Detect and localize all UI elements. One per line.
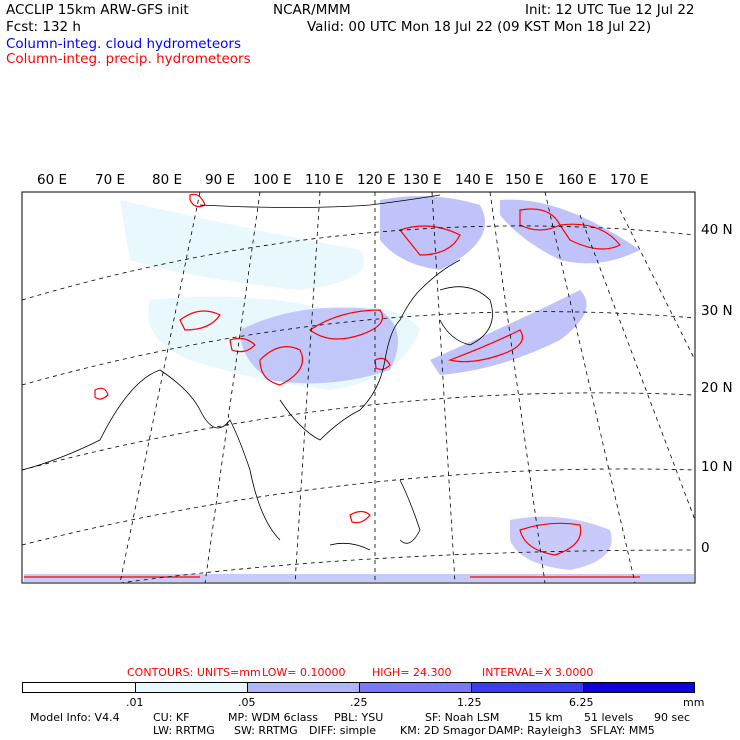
lat-label: 30 N <box>701 303 733 319</box>
colorbar-bin <box>359 682 471 693</box>
lat-label: 40 N <box>701 222 733 238</box>
colorbar-bin <box>247 682 359 693</box>
colorbar-units: mm <box>683 696 705 709</box>
contour-interval: INTERVAL=X 3.0000 <box>482 666 594 679</box>
colorbar-tick: 1.25 <box>457 696 482 709</box>
field-label-precip: Column-integ. precip. hydrometeors <box>6 51 251 67</box>
model-info-item: 15 km <box>528 711 563 724</box>
field-label-cloud: Column-integ. cloud hydrometeors <box>6 36 242 52</box>
model-info-item: SFLAY: MM5 <box>590 724 655 737</box>
valid-time: Valid: 00 UTC Mon 18 Jul 22 (09 KST Mon … <box>307 19 652 35</box>
init-time: Init: 12 UTC Tue 12 Jul 22 <box>525 2 695 18</box>
lat-label: 20 N <box>701 380 733 396</box>
forecast-hour: Fcst: 132 h <box>6 19 81 35</box>
lon-label: 170 E <box>610 172 649 188</box>
colorbar-tick: .01 <box>126 696 144 709</box>
cloud-field <box>24 196 694 582</box>
model-info-item: KM: 2D Smagor <box>400 724 486 737</box>
lon-label: 150 E <box>505 172 544 188</box>
colorbar-tick: .05 <box>238 696 256 709</box>
model-info-item: 90 sec <box>654 711 691 724</box>
lat-label: 0 <box>701 540 710 556</box>
model-title: ACCLIP 15km ARW-GFS init <box>6 2 189 18</box>
model-info-item: PBL: YSU <box>334 711 384 724</box>
lon-label: 100 E <box>253 172 292 188</box>
contour-low: LOW= 0.10000 <box>262 666 346 679</box>
model-info-item: Model Info: V4.4 <box>30 711 120 724</box>
model-info-item: DIFF: simple <box>309 724 377 737</box>
lon-label: 130 E <box>403 172 442 188</box>
colorbar-bin <box>135 682 247 693</box>
contour-units: CONTOURS: UNITS=mm <box>127 666 261 679</box>
model-info-item: SF: Noah LSM <box>425 711 500 724</box>
lon-label: 160 E <box>558 172 597 188</box>
model-info-item: SW: RRTMG <box>234 724 298 737</box>
model-info-item: CU: KF <box>153 711 190 724</box>
colorbar-bin <box>471 682 583 693</box>
contour-high: HIGH= 24.300 <box>372 666 452 679</box>
lon-label: 110 E <box>305 172 344 188</box>
colorbar-bin <box>583 682 695 693</box>
lon-label: 120 E <box>357 172 396 188</box>
lon-label: 80 E <box>152 172 182 188</box>
precip-contours <box>24 193 640 578</box>
colorbar-tick: 6.25 <box>569 696 594 709</box>
lon-label: 140 E <box>455 172 494 188</box>
model-info-item: MP: WDM 6class <box>228 711 318 724</box>
organization: NCAR/MMM <box>273 2 351 18</box>
lon-label: 90 E <box>205 172 235 188</box>
lon-label: 70 E <box>95 172 125 188</box>
lat-label: 10 N <box>701 459 733 475</box>
graticule <box>21 191 696 584</box>
model-info-item: 51 levels <box>584 711 634 724</box>
coastlines <box>21 194 493 551</box>
map-frame <box>21 191 696 584</box>
lon-label: 60 E <box>37 172 67 188</box>
colorbar-bin <box>22 682 135 693</box>
colorbar-tick: .25 <box>350 696 368 709</box>
model-info-item: LW: RRTMG <box>153 724 215 737</box>
model-info-item: DAMP: Rayleigh3 <box>488 724 582 737</box>
